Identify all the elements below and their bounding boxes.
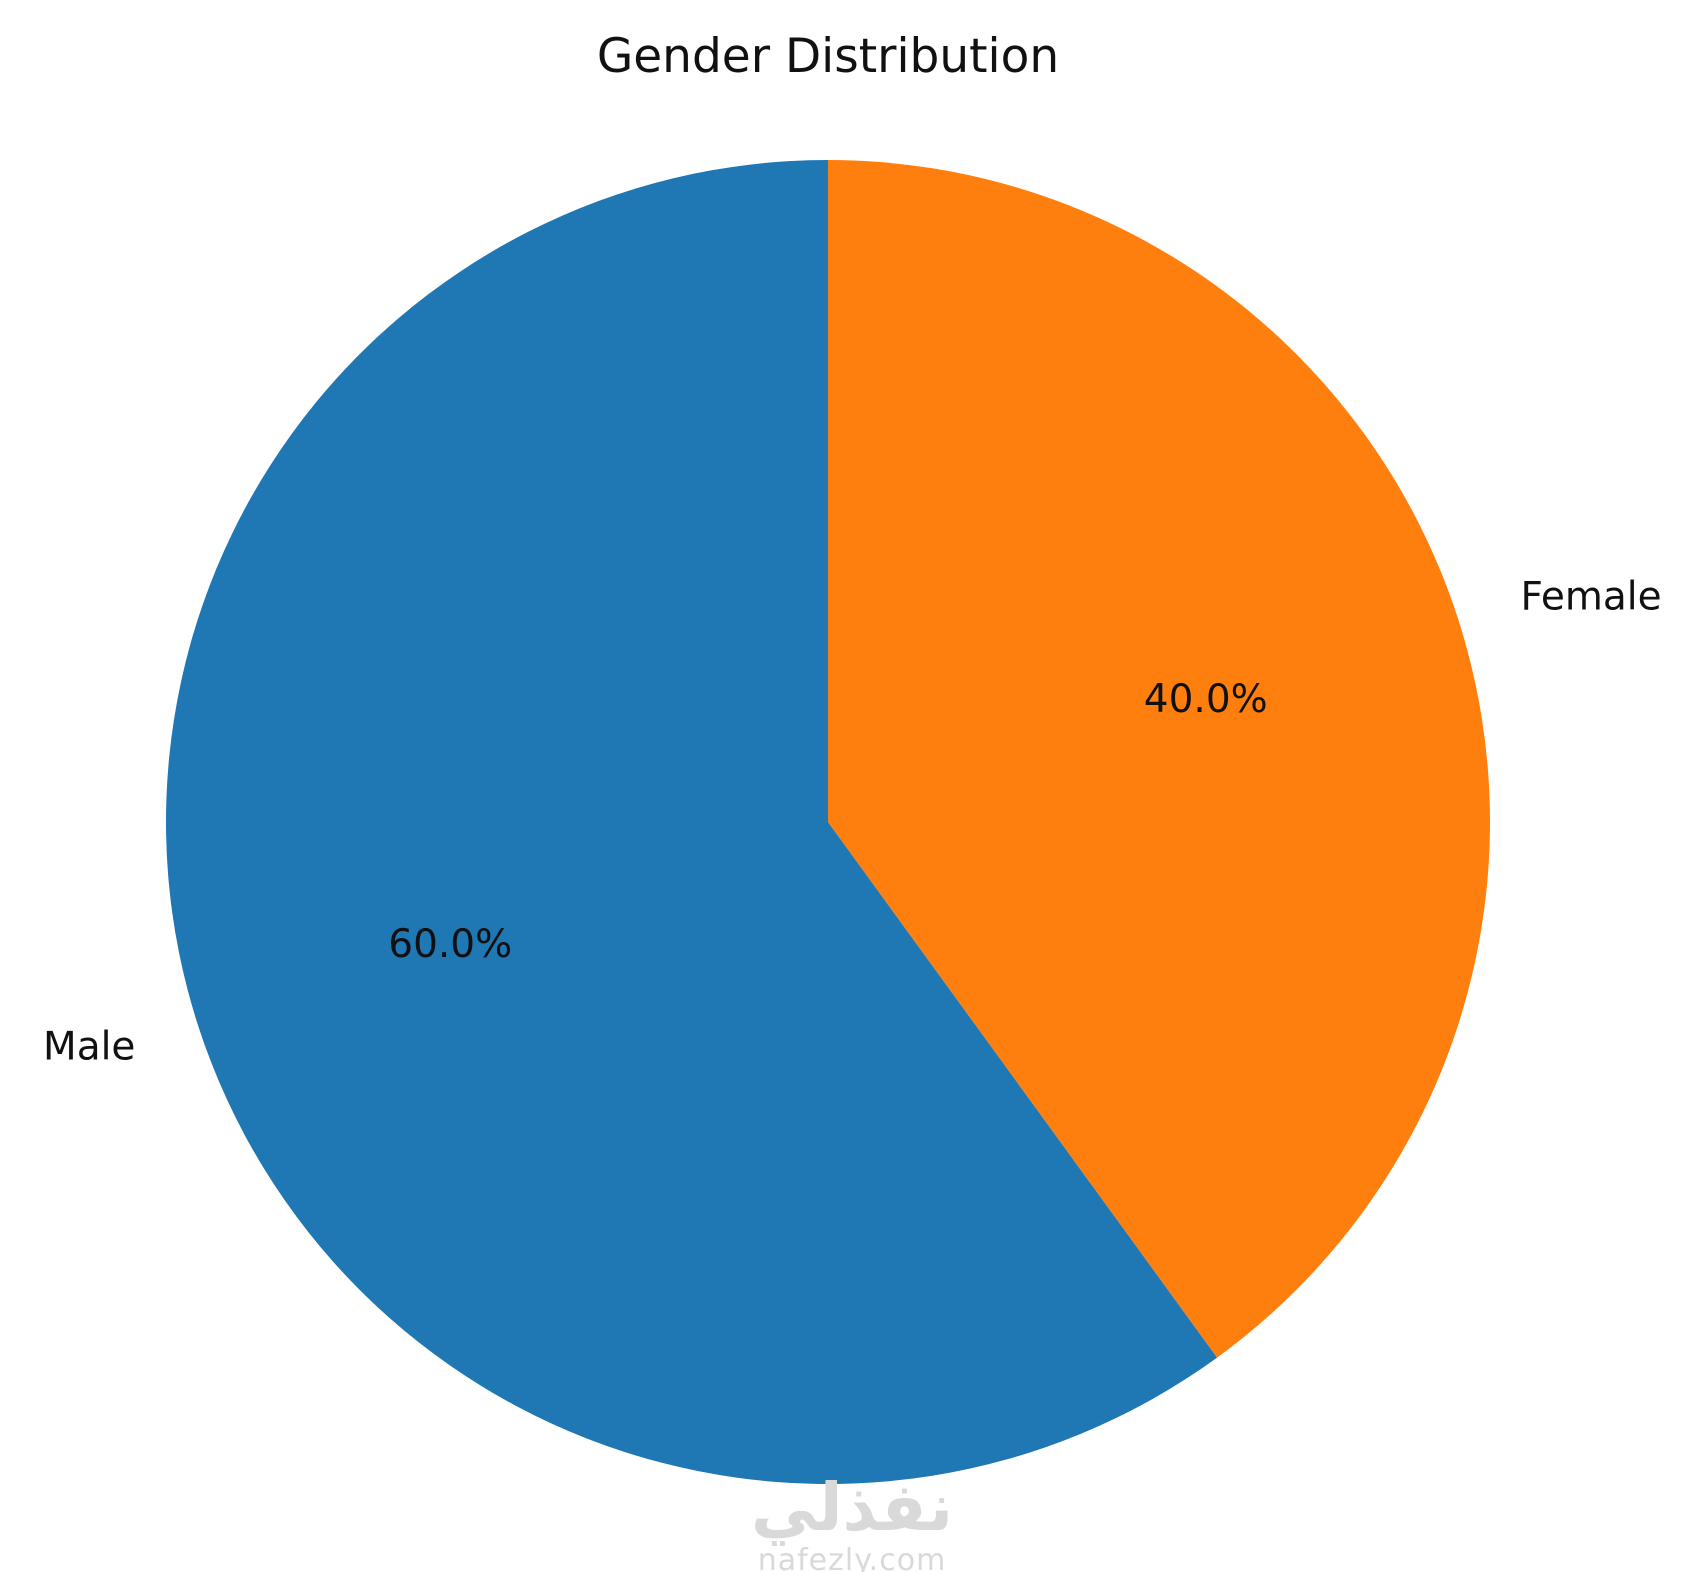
pie-pct-label-male: 60.0% <box>388 922 512 967</box>
pie-slice-male <box>166 160 1218 1485</box>
pie-slices <box>166 160 1490 1485</box>
pie-pct-label-female: 40.0% <box>1144 677 1268 722</box>
pie-slice-female <box>828 160 1490 1358</box>
watermark-latin: nafezly.com <box>758 1543 947 1572</box>
pie-slice-label-male: Male <box>43 1025 135 1070</box>
pie-slice-label-female: Female <box>1521 574 1662 619</box>
watermark-arabic: نفذلي <box>751 1469 953 1546</box>
pie-labels: 60.0% Male 40.0% Female <box>43 574 1662 1069</box>
chart-title: Gender Distribution <box>597 29 1059 84</box>
watermark: نفذلي nafezly.com <box>751 1469 953 1572</box>
